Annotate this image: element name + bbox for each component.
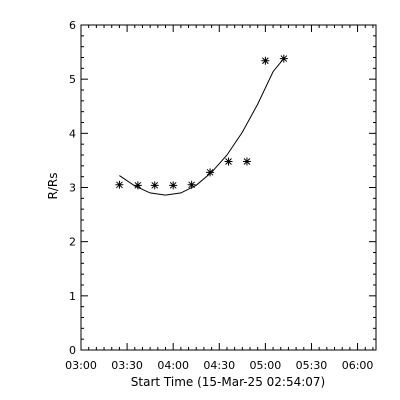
x-tick-label: 05:00: [250, 359, 282, 372]
y-tick-labels: 0 1 2 3 4 5 6: [69, 19, 76, 357]
y-tick-label: 4: [69, 127, 76, 140]
y-tick-label: 3: [69, 182, 76, 195]
data-points: [115, 54, 288, 190]
x-tick-label: 03:30: [111, 359, 143, 372]
x-tick-labels: 03:00 03:30 04:00 04:30 05:00 05:30 06:00: [65, 359, 373, 372]
data-point: [187, 180, 196, 189]
data-point: [279, 54, 288, 63]
x-tick-label: 05:30: [296, 359, 328, 372]
data-point: [261, 56, 270, 65]
data-point: [242, 157, 251, 166]
y-tick-label: 6: [69, 19, 76, 32]
data-point: [150, 181, 159, 190]
x-tick-label: 04:00: [157, 359, 189, 372]
y-tick-label: 0: [69, 344, 76, 357]
x-tick-label: 04:30: [203, 359, 235, 372]
x-tick-label: 03:00: [65, 359, 97, 372]
data-point: [133, 181, 142, 190]
fit-curve: [119, 58, 285, 196]
y-tick-label: 1: [69, 290, 76, 303]
data-point: [206, 168, 215, 177]
data-point: [169, 181, 178, 190]
data-point: [115, 180, 124, 189]
y-tick-label: 5: [69, 73, 76, 86]
x-tick-label: 06:00: [342, 359, 374, 372]
y-tick-label: 2: [69, 236, 76, 249]
x-axis-title: Start Time (15-Mar-25 02:54:07): [131, 375, 325, 389]
data-point: [224, 157, 233, 166]
y-axis-title: R/Rs: [46, 173, 60, 200]
axis-ticks: [80, 24, 376, 351]
